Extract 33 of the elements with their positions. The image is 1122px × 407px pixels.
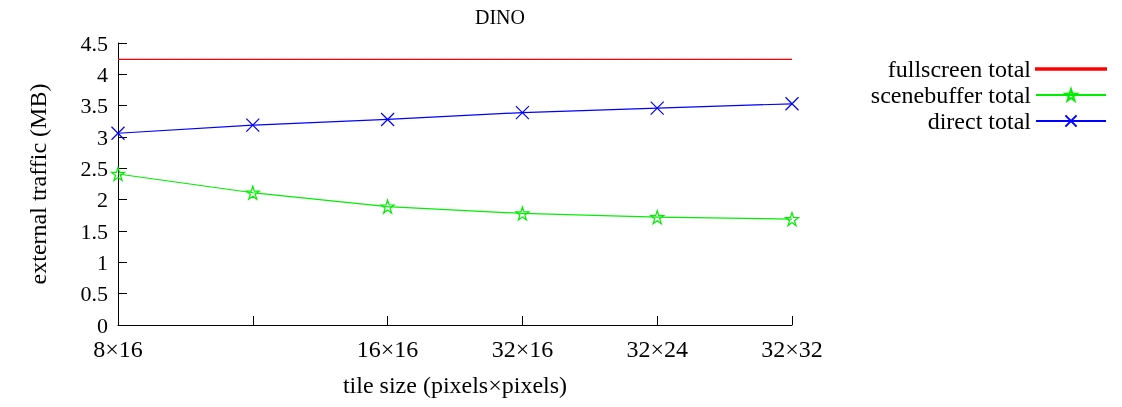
y-tick-label: 3.5 <box>80 93 108 119</box>
x-axis-title: tile size (pixels×pixels) <box>342 372 568 398</box>
y-tick-label: 2.5 <box>80 155 108 181</box>
point <box>784 211 800 227</box>
y-tick-label: 1.5 <box>80 218 108 244</box>
x-tick-label: 32×24 <box>626 336 688 362</box>
legend-label: direct total <box>927 108 1032 134</box>
x-tick-label: 8×16 <box>93 336 143 362</box>
x-tick-label: 32×32 <box>761 336 823 362</box>
point <box>515 206 530 221</box>
y-tick-label: 0.5 <box>80 281 108 307</box>
x-tick-label: 16×16 <box>356 336 419 362</box>
point <box>380 199 395 214</box>
y-tick-label: 4 <box>97 61 108 87</box>
point <box>650 210 665 225</box>
x-tick-label: 32×16 <box>491 336 554 362</box>
point <box>380 112 395 127</box>
legend-label: fullscreen total <box>887 56 1032 82</box>
point <box>245 185 260 200</box>
point <box>650 101 665 116</box>
y-tick-label: 3 <box>97 124 108 150</box>
y-tick-label: 0 <box>97 312 108 338</box>
y-tick-label: 4.5 <box>80 30 108 56</box>
y-tick-label: 1 <box>97 249 108 275</box>
point <box>110 126 126 141</box>
y-tick-label: 2 <box>97 187 108 213</box>
y-axis-title: external traffic (MB) <box>25 83 51 285</box>
point <box>245 117 260 133</box>
legend-label: scenebuffer total <box>870 82 1032 108</box>
point <box>110 166 126 182</box>
point <box>784 96 800 111</box>
point <box>515 105 530 120</box>
chart-title: DINO <box>475 6 525 28</box>
